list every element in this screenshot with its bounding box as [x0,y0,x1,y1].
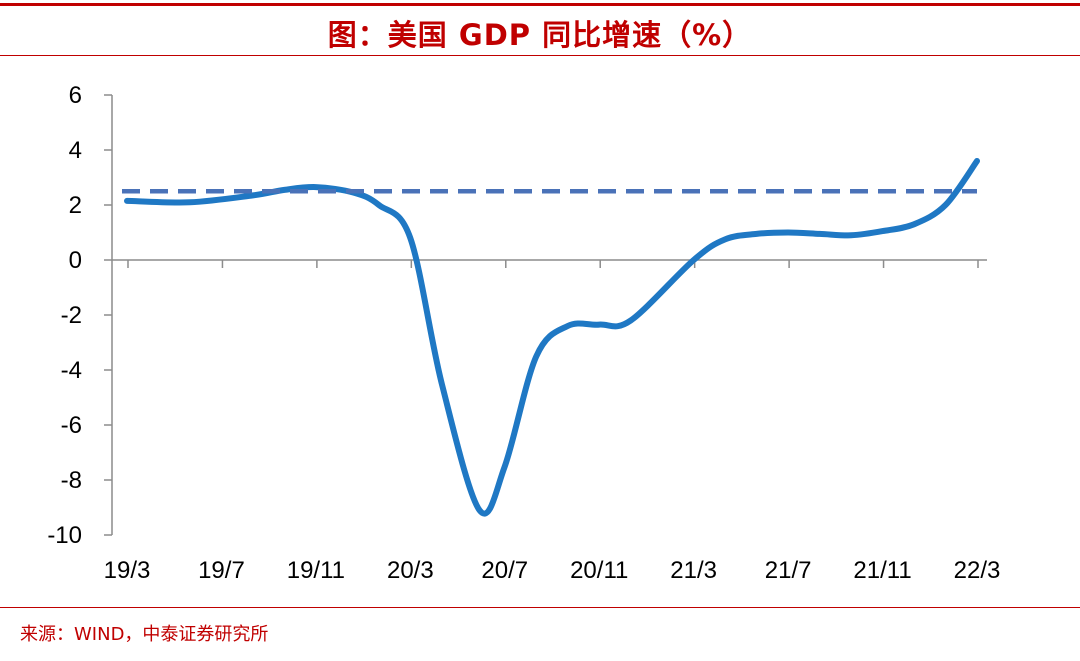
y-tick-label: -4 [61,357,82,384]
title-divider [0,55,1080,56]
top-rule [0,3,1080,6]
x-tick-label: 21/11 [853,557,911,584]
x-tick-label: 21/7 [765,557,812,584]
y-tick-label: -10 [47,522,82,549]
y-tick-label: 4 [69,137,82,164]
x-tick-label: 21/3 [670,557,717,584]
y-tick-label: -6 [61,412,82,439]
x-tick-labels: 19/3 19/7 19/11 20/3 20/7 20/11 21/3 21/7 21/11 2… [104,557,1001,584]
axes [104,94,987,536]
line-chart: 6 4 2 0 -2 -4 -6 -8 -10 19/3 19/7 19/11 20/3 20/7 20/… [47,82,1001,584]
source-divider [0,607,1080,608]
y-tick-label: 6 [69,82,82,109]
gdp-growth-line [124,158,980,517]
y-tick-label: 0 [69,247,82,274]
series-layer [122,158,980,517]
y-tick-label: -8 [61,467,82,494]
chart-title: 图：美国 GDP 同比增速（%） [327,18,753,52]
x-tick-label: 20/3 [387,557,434,584]
y-tick-label: -2 [61,302,82,329]
source-note: 来源：WIND，中泰证券研究所 [20,624,269,645]
x-tick-label: 19/7 [198,557,245,584]
y-tick-label: 2 [69,192,82,219]
x-tick-label: 20/7 [481,557,528,584]
y-tick-labels: 6 4 2 0 -2 -4 -6 -8 -10 [47,82,82,549]
x-tick-label: 19/3 [104,557,151,584]
x-tick-label: 19/11 [287,557,345,584]
x-tick-label: 22/3 [954,557,1001,584]
x-tick-label: 20/11 [570,557,628,584]
